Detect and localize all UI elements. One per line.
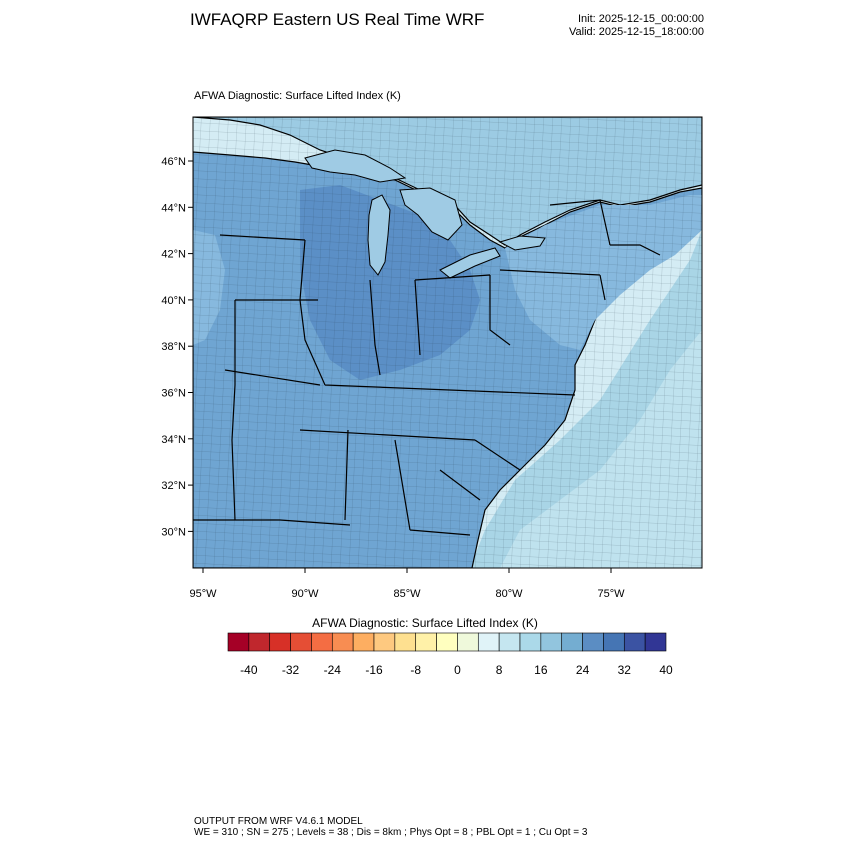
colorbar-swatch — [498, 632, 521, 652]
colorbar: -40 -32 -24 -16 -8 0 8 16 24 32 40 — [227, 632, 673, 677]
colorbar-tick-label: -40 — [240, 663, 258, 677]
colorbar-swatch — [290, 632, 312, 652]
colorbar-swatch — [352, 632, 375, 652]
lon-label: 95°W — [189, 588, 217, 600]
map-area — [193, 117, 702, 568]
lat-label: 44°N — [161, 202, 186, 214]
colorbar-swatch — [415, 632, 437, 652]
colorbar-tick-label: -24 — [324, 663, 342, 677]
colorbar-tick-label: 8 — [496, 663, 503, 677]
lon-label: 75°W — [597, 588, 625, 600]
colorbar-swatch — [331, 632, 354, 652]
colorbar-swatch — [248, 632, 271, 652]
field-label: AFWA Diagnostic: Surface Lifted Index (K… — [194, 90, 401, 102]
colorbar-swatch — [227, 632, 250, 652]
model-version: OUTPUT FROM WRF V4.6.1 MODEL — [194, 816, 363, 827]
lat-label: 38°N — [161, 341, 186, 353]
colorbar-tick-label: 16 — [534, 663, 548, 677]
colorbar-swatch — [394, 632, 417, 652]
colorbar-swatch — [519, 632, 542, 652]
colorbar-tick-label: 0 — [454, 663, 461, 677]
lat-label: 46°N — [161, 156, 186, 168]
lon-label: 80°W — [495, 588, 523, 600]
lake-huron — [399, 187, 463, 241]
colorbar-swatch — [603, 632, 625, 652]
lat-label: 42°N — [161, 249, 186, 261]
lon-axis: 95°W 90°W 85°W 80°W 75°W — [189, 568, 625, 600]
colorbar-tick-label: 40 — [659, 663, 673, 677]
model-config: WE = 310 ; SN = 275 ; Levels = 38 ; Dis … — [194, 827, 588, 838]
colorbar-swatch — [540, 632, 563, 652]
colorbar-tick-label: -16 — [365, 663, 383, 677]
lake-superior — [304, 149, 407, 183]
lake-michigan — [367, 194, 391, 276]
colorbar-swatch — [477, 632, 500, 652]
colorbar-swatch — [269, 632, 291, 652]
colorbar-swatch — [457, 632, 479, 652]
lat-label: 30°N — [161, 526, 186, 538]
colorbar-swatch — [582, 632, 604, 652]
init-time: Init: 2025-12-15_00:00:00 — [578, 13, 704, 25]
colorbar-swatch — [644, 632, 667, 652]
colorbar-swatch — [311, 632, 333, 652]
colorbar-swatch — [436, 632, 458, 652]
model-info-footer: OUTPUT FROM WRF V4.6.1 MODEL WE = 310 ; … — [194, 816, 587, 838]
map-frame — [192, 116, 703, 569]
lat-label: 34°N — [161, 434, 186, 446]
plot-title: IWFAQRP Eastern US Real Time WRF — [190, 10, 485, 29]
colorbar-swatch — [373, 632, 396, 652]
valid-time: Valid: 2025-12-15_18:00:00 — [569, 26, 704, 38]
state-boundaries — [193, 199, 661, 536]
lon-label: 85°W — [393, 588, 421, 600]
county-lines — [193, 117, 702, 568]
colorbar-tick-label: -8 — [410, 663, 421, 677]
colorbar-swatch — [561, 632, 583, 652]
colorbar-swatch — [623, 632, 646, 652]
lon-label: 90°W — [291, 588, 319, 600]
lat-label: 32°N — [161, 480, 186, 492]
colorbar-tick-label: 32 — [618, 663, 632, 677]
lake-ontario — [498, 235, 546, 251]
great-lakes — [304, 149, 546, 279]
lat-axis: 46°N 44°N 42°N 40°N 38°N 36°N 34°N 32°N 30°N — [161, 156, 193, 538]
lat-label: 40°N — [161, 295, 186, 307]
colorbar-tick-label: -32 — [282, 663, 300, 677]
colorbar-tick-label: 24 — [576, 663, 590, 677]
colorbar-title: AFWA Diagnostic: Surface Lifted Index (K… — [312, 616, 538, 630]
lat-label: 36°N — [161, 388, 186, 400]
run-times: Init: 2025-12-15_00:00:00 Valid: 2025-12… — [569, 13, 704, 39]
